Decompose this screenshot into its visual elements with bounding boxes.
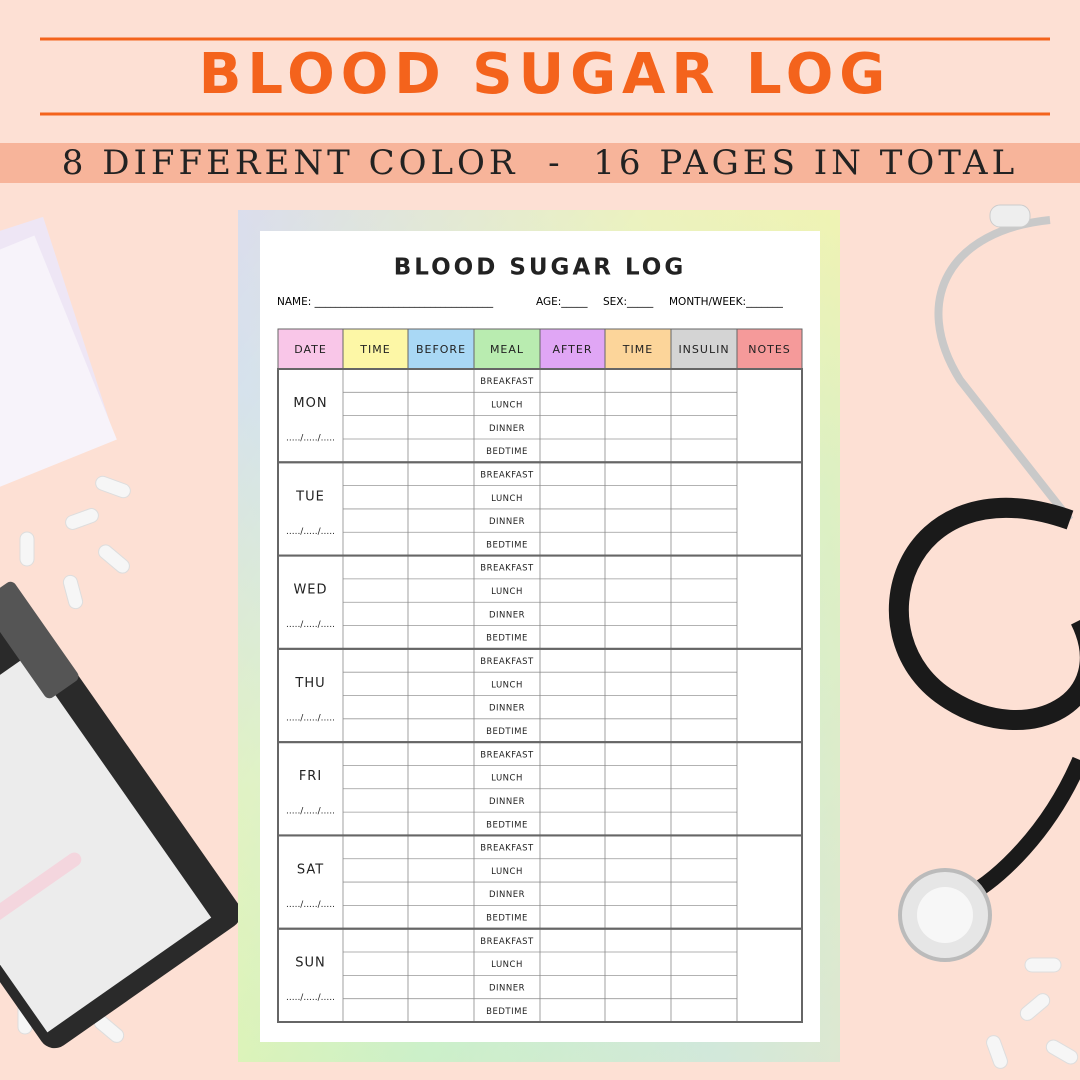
field: SEX:_____: [603, 296, 654, 308]
meal-label: BREAKFAST: [480, 937, 534, 947]
day-label: FRI: [299, 769, 322, 784]
meal-label: DINNER: [489, 797, 525, 807]
banner-title: BLOOD SUGAR LOG: [199, 42, 892, 107]
date-blank: ...../...../.....: [286, 713, 335, 723]
date-blank: ...../...../.....: [286, 620, 335, 630]
header-cell: [342, 328, 409, 370]
date-blank: ...../...../.....: [286, 434, 335, 444]
meal-label: LUNCH: [491, 774, 523, 784]
date-blank: ...../...../.....: [286, 527, 335, 537]
day-label: SAT: [297, 862, 324, 877]
header-label: BEFORE: [416, 343, 466, 356]
header-label: TIME: [622, 343, 653, 356]
meal-label: LUNCH: [491, 960, 523, 970]
meal-label: DINNER: [489, 984, 525, 994]
header-label: DATE: [294, 343, 327, 356]
day-label: TUE: [295, 489, 325, 504]
stethoscope: [888, 204, 1080, 962]
field: AGE:_____: [536, 296, 588, 308]
meal-label: BEDTIME: [486, 540, 528, 550]
sheet-title: BLOOD SUGAR LOG: [394, 255, 686, 281]
header-label: NOTES: [748, 343, 791, 356]
meal-label: DINNER: [489, 424, 525, 434]
header-cell: [604, 328, 672, 370]
paper-cards: [0, 216, 117, 489]
subtitle-band: [0, 143, 1080, 183]
header-cell: [736, 328, 803, 370]
meal-label: LUNCH: [491, 400, 523, 410]
header-label: TIME: [359, 343, 390, 356]
meal-label: LUNCH: [491, 587, 523, 597]
meal-label: BREAKFAST: [480, 750, 534, 760]
meal-label: BEDTIME: [486, 727, 528, 737]
day-label: WED: [293, 583, 327, 598]
date-blank: ...../...../.....: [286, 993, 335, 1003]
meal-label: BEDTIME: [486, 634, 528, 644]
banner-subtitle: 8 DIFFERENT COLOR - 16 PAGES IN TOTAL: [62, 143, 1018, 183]
field: MONTH/WEEK:_______: [669, 296, 784, 308]
meal-label: BEDTIME: [486, 914, 528, 924]
meal-label: BREAKFAST: [480, 657, 534, 667]
meal-label: DINNER: [489, 704, 525, 714]
meal-label: DINNER: [489, 517, 525, 527]
meal-label: BREAKFAST: [480, 470, 534, 480]
meal-label: BREAKFAST: [480, 564, 534, 574]
header-cell: [670, 328, 738, 370]
meal-label: LUNCH: [491, 680, 523, 690]
meal-label: DINNER: [489, 890, 525, 900]
meal-label: DINNER: [489, 610, 525, 620]
field: NAME: __________________________________: [277, 296, 494, 308]
date-blank: ...../...../.....: [286, 900, 335, 910]
header-label: MEAL: [490, 343, 524, 356]
header-cell: [407, 328, 475, 370]
day-block: [277, 927, 803, 1024]
date-blank: ...../...../.....: [286, 807, 335, 817]
header-label: AFTER: [553, 343, 593, 356]
meal-label: BEDTIME: [486, 820, 528, 830]
meal-label: LUNCH: [491, 494, 523, 504]
meal-label: BREAKFAST: [480, 377, 534, 387]
header-label: INSULIN: [678, 343, 729, 356]
meal-label: BREAKFAST: [480, 844, 534, 854]
day-label: SUN: [295, 956, 326, 971]
clipboard: [0, 581, 241, 1049]
meal-label: BEDTIME: [486, 447, 528, 457]
meal-label: LUNCH: [491, 867, 523, 877]
day-label: THU: [294, 676, 325, 691]
log-table: DATE TIME BEFORE MEAL AFTER TIME INSULIN NOTES M…: [277, 328, 803, 1024]
day-label: MON: [293, 396, 327, 411]
meal-label: BEDTIME: [486, 1007, 528, 1017]
